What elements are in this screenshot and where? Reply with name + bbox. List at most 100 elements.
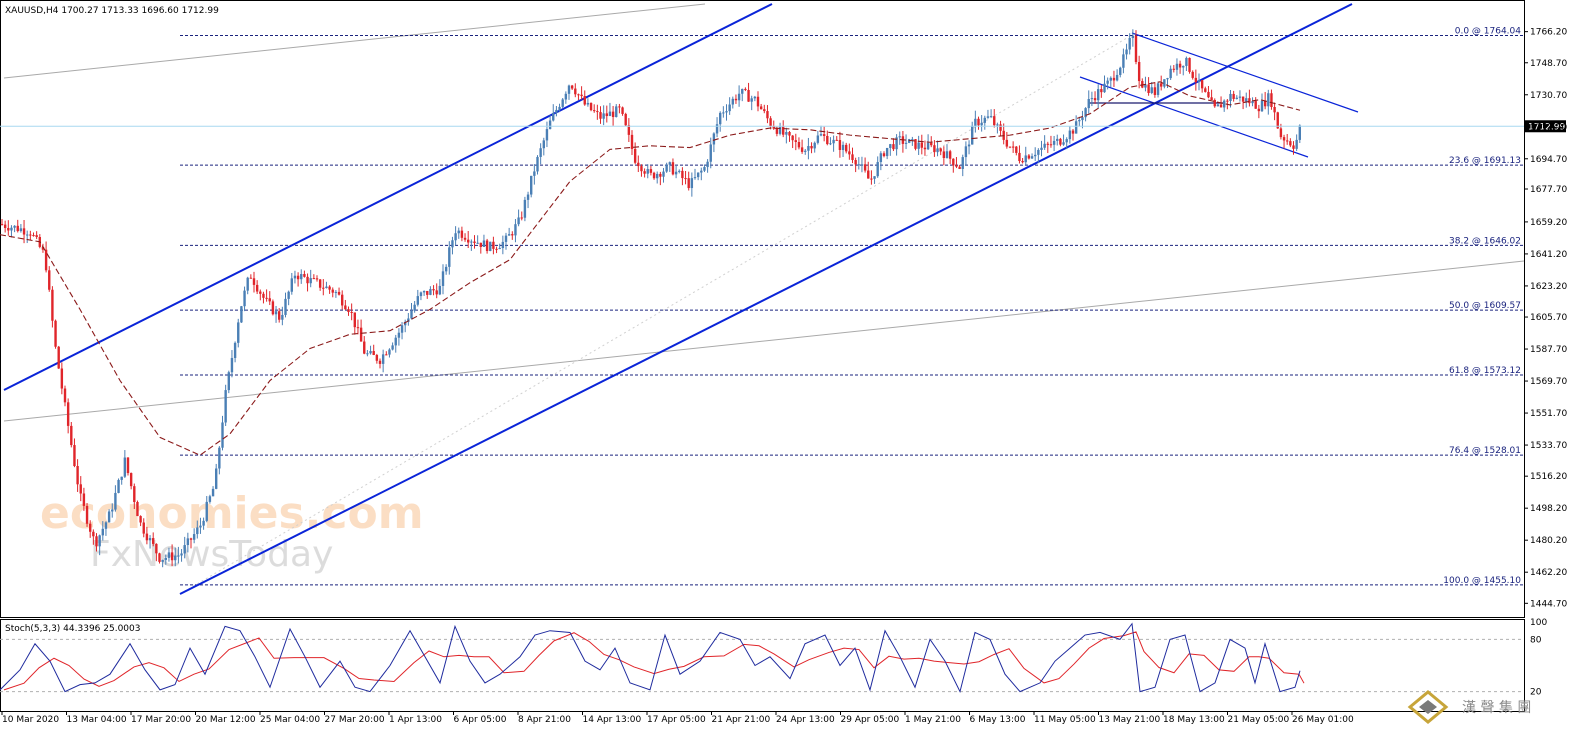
- candle-body: [703, 167, 706, 171]
- candle-body: [696, 172, 700, 178]
- candle-body: [693, 177, 697, 179]
- x-tick-label: 11 May 05:00: [1034, 715, 1096, 725]
- candle-body: [712, 133, 716, 145]
- candle-body: [816, 135, 820, 143]
- candle-body: [3, 224, 7, 228]
- candle-body: [1194, 77, 1198, 83]
- candle-body: [186, 538, 190, 546]
- candle-body: [1295, 139, 1298, 149]
- fib-level-label: 23.6 @ 1691.13: [1449, 156, 1521, 166]
- candle-body: [709, 144, 712, 162]
- candle-body: [41, 246, 45, 250]
- candle-body: [1034, 154, 1037, 157]
- candle-body: [977, 118, 980, 126]
- candle-body: [895, 137, 898, 150]
- candle-body: [542, 140, 545, 149]
- candle-body: [665, 164, 668, 172]
- candle-body: [577, 94, 580, 96]
- x-tick-label: 20 Mar 12:00: [196, 715, 256, 725]
- candle-body: [873, 176, 876, 179]
- candle-body: [1093, 98, 1097, 101]
- candle-body: [923, 147, 927, 150]
- candle-body: [1216, 104, 1220, 107]
- candle-body: [498, 248, 501, 250]
- candle-body: [892, 144, 895, 150]
- candle-body: [1128, 38, 1131, 50]
- candle-body: [788, 132, 791, 136]
- candle-body: [1097, 89, 1100, 101]
- candle-body: [161, 559, 164, 562]
- candle-body: [908, 139, 911, 143]
- candle-body: [205, 501, 208, 521]
- candle-body: [218, 447, 221, 469]
- candle-body: [630, 134, 634, 149]
- y-tick-label: 1766.20: [1530, 28, 1567, 38]
- y-tick-label: 1444.70: [1530, 599, 1567, 609]
- candle-body: [328, 286, 331, 290]
- y-tick-label: 1587.70: [1530, 345, 1567, 355]
- candle-body: [1037, 149, 1040, 155]
- x-tick-label: 18 May 13:00: [1163, 715, 1225, 725]
- candle-body: [0, 224, 4, 226]
- x-tick-label: 13 May 21:00: [1099, 715, 1161, 725]
- candle-body: [719, 112, 722, 125]
- y-tick-label: 1498.20: [1530, 504, 1567, 514]
- candle-body: [1235, 97, 1238, 99]
- candle-body: [533, 171, 536, 176]
- candle-body: [523, 199, 527, 218]
- candle-body: [375, 354, 379, 361]
- y-tick-label: 1480.20: [1530, 536, 1567, 546]
- candle-body: [463, 237, 467, 240]
- y-tick-label: 1748.70: [1530, 59, 1567, 69]
- candle-body: [904, 142, 908, 144]
- candle-body: [432, 289, 435, 291]
- candle-body: [35, 235, 38, 238]
- candle-body: [857, 164, 860, 166]
- candle-body: [174, 555, 177, 561]
- candle-body: [7, 227, 10, 231]
- candle-body: [1065, 139, 1068, 143]
- candle-body: [341, 294, 344, 306]
- candle-body: [1207, 91, 1210, 98]
- candle-body: [876, 162, 879, 177]
- candle-body: [344, 305, 347, 310]
- candle-body: [747, 89, 750, 102]
- candle-body: [26, 234, 29, 236]
- gray-trendline-lower: [3, 260, 1525, 422]
- candle-body: [1263, 100, 1267, 107]
- candle-body: [208, 496, 212, 502]
- candle-body: [999, 124, 1002, 131]
- candle-body: [769, 118, 772, 127]
- candle-body: [668, 162, 671, 165]
- candle-body: [1160, 83, 1163, 87]
- candle-body: [489, 241, 492, 252]
- fib-level-label: 50.0 @ 1609.57: [1449, 301, 1521, 311]
- candle-body: [230, 357, 234, 373]
- candle-body: [643, 171, 646, 174]
- candle-body: [804, 150, 807, 152]
- candle-body: [766, 111, 769, 119]
- candle-body: [961, 157, 964, 169]
- candle-body: [378, 360, 382, 364]
- candle-body: [170, 552, 174, 561]
- candle-body: [114, 492, 117, 510]
- candle-body: [536, 156, 539, 172]
- candle-body: [394, 337, 397, 346]
- candle-body: [507, 234, 511, 236]
- candle-body: [274, 311, 278, 315]
- candle-body: [555, 109, 558, 113]
- x-tick-label: 14 Apr 13:00: [583, 715, 642, 725]
- x-tick-label: 29 Apr 05:00: [841, 715, 900, 725]
- candle-body: [633, 148, 637, 163]
- candle-body: [879, 153, 883, 163]
- candle-body: [104, 522, 108, 529]
- candle-body: [583, 96, 586, 105]
- candle-body: [107, 511, 111, 523]
- candle-body: [759, 106, 763, 110]
- candle-body: [1030, 156, 1034, 159]
- candle-body: [640, 166, 643, 172]
- channel-upper-line: [3, 3, 773, 391]
- candle-body: [624, 113, 627, 126]
- y-tick-label: 1569.70: [1530, 377, 1567, 387]
- candle-body: [706, 161, 709, 168]
